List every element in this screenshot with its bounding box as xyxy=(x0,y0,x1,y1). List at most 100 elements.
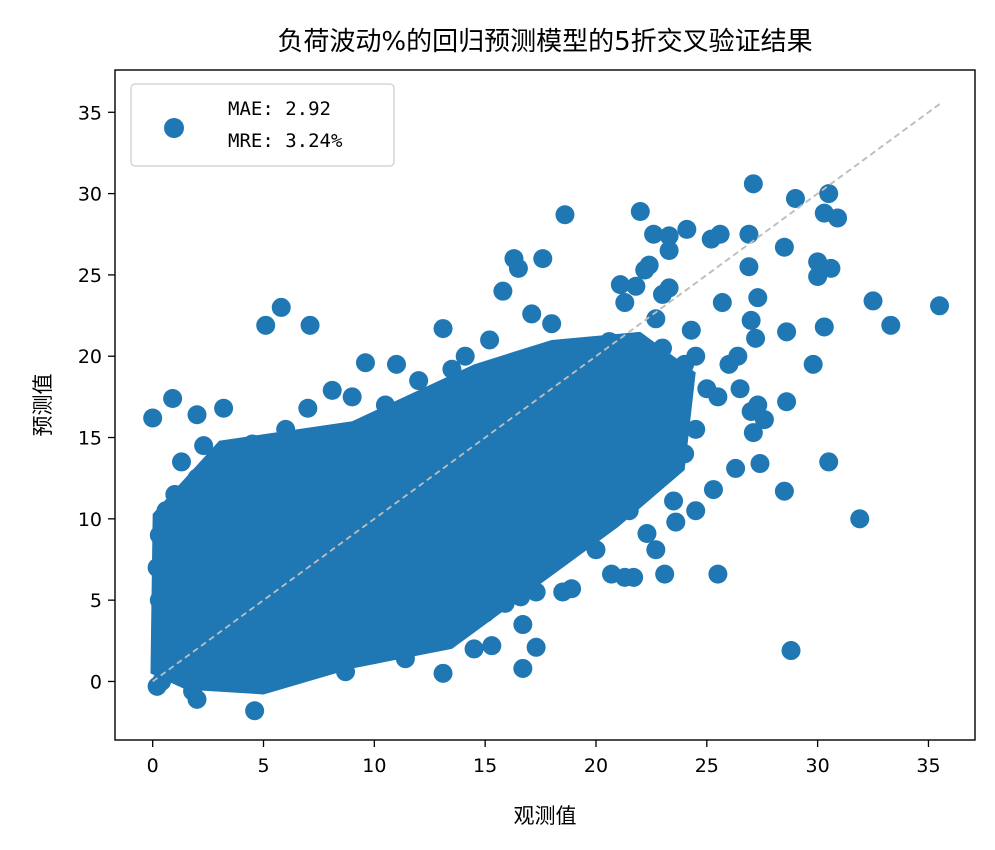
data-point xyxy=(154,623,174,643)
data-point xyxy=(409,549,429,569)
data-point xyxy=(726,458,746,478)
data-point xyxy=(187,405,207,425)
data-point xyxy=(271,297,291,317)
data-point xyxy=(508,541,528,561)
data-point xyxy=(597,484,617,504)
data-point xyxy=(242,525,262,545)
data-point xyxy=(431,476,451,496)
data-point xyxy=(566,345,586,365)
data-point xyxy=(287,566,307,586)
data-point xyxy=(375,395,395,415)
data-point xyxy=(526,637,546,657)
y-axis-label: 预测值 xyxy=(31,374,55,437)
data-point xyxy=(442,359,462,379)
data-point xyxy=(409,484,429,504)
data-point xyxy=(320,509,340,529)
chart-title: 负荷波动%的回归预测模型的5折交叉验证结果 xyxy=(277,27,812,57)
data-point xyxy=(353,493,373,513)
data-point xyxy=(409,371,429,391)
data-point xyxy=(542,362,562,382)
data-point xyxy=(781,641,801,661)
x-axis-label: 观测值 xyxy=(514,804,577,828)
data-point xyxy=(881,315,901,335)
data-point xyxy=(395,649,415,669)
data-point xyxy=(298,493,318,513)
data-point xyxy=(719,354,739,374)
data-point xyxy=(287,533,307,553)
data-point xyxy=(495,593,515,613)
data-point xyxy=(637,523,657,543)
data-point xyxy=(265,566,285,586)
points-layer xyxy=(143,103,950,721)
data-point xyxy=(803,354,823,374)
data-point xyxy=(599,332,619,352)
data-point xyxy=(147,558,167,578)
data-point xyxy=(619,501,639,521)
data-point xyxy=(156,501,176,521)
data-point xyxy=(664,411,684,431)
data-point xyxy=(331,566,351,586)
data-point xyxy=(513,658,533,678)
data-point xyxy=(309,541,329,561)
data-point xyxy=(420,574,440,594)
data-point xyxy=(442,428,462,448)
data-point xyxy=(508,419,528,439)
data-point xyxy=(646,309,666,329)
legend-mae-text: MAE: 2.92 xyxy=(228,98,331,120)
y-tick-label: 25 xyxy=(78,265,102,287)
data-point xyxy=(336,662,356,682)
data-point xyxy=(482,636,502,656)
data-point xyxy=(586,540,606,560)
data-point xyxy=(183,681,203,701)
data-point xyxy=(497,452,517,472)
data-point xyxy=(398,533,418,553)
data-point xyxy=(276,623,296,643)
data-point xyxy=(675,444,695,464)
data-point xyxy=(644,224,664,244)
y-tick-label: 15 xyxy=(78,428,102,450)
data-point xyxy=(276,419,296,439)
data-point xyxy=(497,484,517,504)
data-point xyxy=(475,509,495,529)
data-point xyxy=(353,615,373,635)
data-point xyxy=(276,509,296,529)
x-tick-label: 10 xyxy=(362,755,386,777)
data-point xyxy=(564,484,584,504)
data-point xyxy=(555,205,575,225)
y-tick-label: 30 xyxy=(78,184,102,206)
data-point xyxy=(309,615,329,635)
data-point xyxy=(191,574,211,594)
data-point xyxy=(209,493,229,513)
data-point xyxy=(149,525,169,545)
data-point xyxy=(513,615,533,635)
data-point xyxy=(562,579,582,599)
data-point xyxy=(586,395,606,415)
x-tick-label: 15 xyxy=(473,755,497,777)
data-point xyxy=(666,512,686,532)
data-point xyxy=(646,540,666,560)
data-point xyxy=(519,501,539,521)
data-point xyxy=(522,304,542,324)
x-tick-label: 0 xyxy=(147,755,159,777)
data-point xyxy=(542,452,562,472)
data-point xyxy=(300,315,320,335)
data-point xyxy=(575,509,595,529)
y-tick-label: 10 xyxy=(78,509,102,531)
data-point xyxy=(475,603,495,623)
data-point xyxy=(493,281,513,301)
data-point xyxy=(298,398,318,418)
data-point xyxy=(254,476,274,496)
data-point xyxy=(750,454,770,474)
data-point xyxy=(608,387,628,407)
data-point xyxy=(256,315,276,335)
x-tick-label: 5 xyxy=(257,755,269,777)
data-point xyxy=(754,410,774,430)
data-point xyxy=(774,237,794,257)
data-point xyxy=(597,428,617,448)
data-point xyxy=(630,476,650,496)
data-point xyxy=(553,395,573,415)
data-point xyxy=(342,590,362,610)
data-point xyxy=(619,460,639,480)
data-point xyxy=(659,241,679,261)
plot-area xyxy=(114,69,976,741)
